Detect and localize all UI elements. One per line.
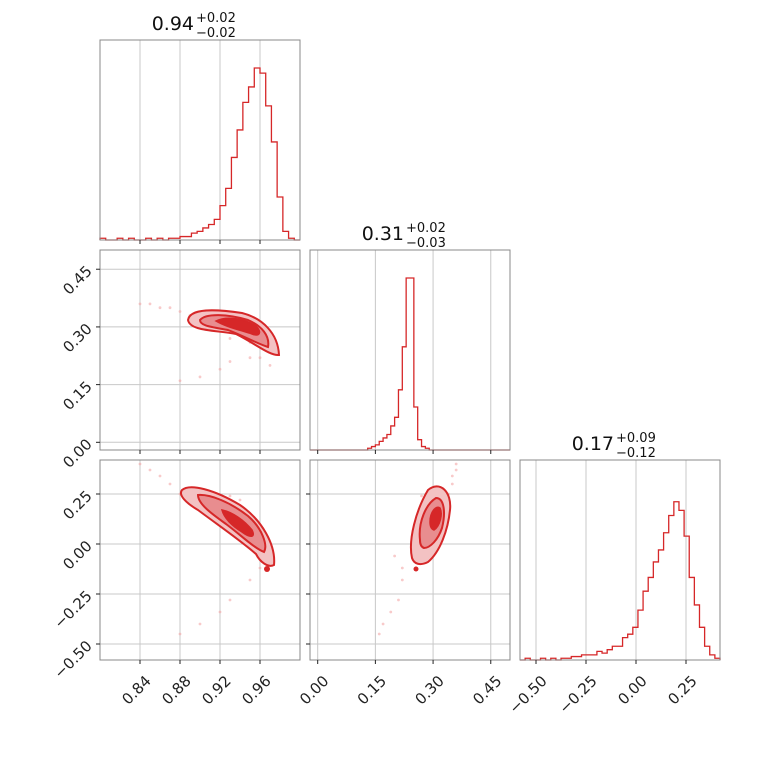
panel-frame	[99, 39, 301, 241]
title-param-2-minus: −0.03	[406, 236, 446, 251]
title-param-1-value: 0.94	[152, 13, 194, 35]
contour-blob	[413, 566, 419, 572]
scatter-point	[268, 363, 272, 367]
y-tick-label: −0.25	[50, 587, 95, 632]
y-tick-label: −0.50	[50, 637, 95, 682]
scatter-point	[450, 482, 454, 486]
scatter-point	[198, 375, 202, 379]
y-tick-label: 0.00	[59, 435, 95, 471]
scatter-point	[168, 306, 172, 310]
title-param-3-minus: −0.12	[616, 446, 656, 461]
scatter-point	[248, 356, 252, 360]
title-param-1-plus: +0.02	[196, 11, 236, 26]
scatter-point	[389, 610, 393, 614]
title-param-2-plus: +0.02	[406, 221, 446, 236]
contour-param3-vs-param2	[410, 485, 452, 572]
contour-param3-vs-param1	[180, 486, 276, 572]
scatter-layer	[138, 302, 458, 636]
x-tick-label: 0.88	[158, 672, 194, 708]
scatter-point	[218, 367, 222, 371]
scatter-point	[198, 622, 202, 626]
contour-param2-vs-param1	[186, 309, 281, 357]
contour-level-inner	[220, 509, 254, 537]
scatter-point	[218, 610, 222, 614]
scatter-point	[138, 462, 142, 466]
scatter-point	[454, 468, 458, 472]
x-tick-label: 0.96	[238, 672, 274, 708]
title-param-1-minus: −0.02	[196, 26, 236, 41]
x-tick-label: 0.15	[354, 672, 390, 708]
panel-1-0	[100, 250, 300, 450]
x-tick-label: 0.92	[198, 672, 234, 708]
x-tick-label: 0.25	[664, 672, 700, 708]
title-param-1: 0.94 +0.02 −0.02	[152, 11, 236, 41]
scatter-point	[178, 632, 182, 636]
title-param-3: 0.17 +0.09 −0.12	[572, 431, 656, 461]
scatter-point	[420, 494, 423, 498]
scatter-point	[168, 482, 172, 486]
histogram-param-1	[99, 67, 300, 241]
y-tick-label: 0.25	[59, 487, 95, 523]
scatter-point	[148, 468, 152, 472]
panel-0-0	[139, 40, 261, 240]
panel-frame	[309, 249, 511, 451]
scatter-point	[377, 632, 381, 636]
scatter-point	[148, 302, 152, 306]
scatter-point	[258, 566, 262, 570]
contour-level-inner	[429, 506, 442, 531]
scatter-point	[228, 598, 232, 602]
contour-blob	[264, 566, 270, 572]
x-tick-label: 0.30	[411, 672, 447, 708]
histogram-param-2	[310, 277, 510, 451]
title-param-3-value: 0.17	[572, 433, 614, 455]
scatter-point	[178, 379, 182, 383]
scatter-point	[228, 337, 232, 340]
scatter-point	[228, 494, 232, 498]
scatter-point	[450, 474, 454, 478]
title-param-2: 0.31 +0.02 −0.03	[362, 221, 446, 251]
x-tick-label: −0.50	[506, 672, 551, 717]
x-tick-label: 0.00	[296, 672, 332, 708]
panel-frame	[309, 459, 511, 661]
scatter-point	[248, 578, 252, 582]
scatter-point	[400, 566, 404, 570]
panel-1-1	[317, 250, 492, 450]
y-tick-label: 0.00	[59, 537, 95, 573]
contour-level-inner	[214, 317, 261, 336]
panel-frame	[99, 459, 301, 661]
scatter-point	[178, 310, 182, 313]
x-tick-label: −0.25	[556, 672, 601, 717]
scatter-point	[228, 360, 232, 363]
title-param-3-plus: +0.09	[616, 431, 656, 446]
panel-2-2	[535, 460, 687, 660]
title-param-2-value: 0.31	[362, 223, 404, 245]
scatter-point	[393, 554, 397, 558]
panel-frame	[519, 459, 721, 661]
x-tick-label: 0.45	[469, 672, 505, 708]
scatter-point	[138, 302, 142, 306]
grid-layer	[100, 40, 687, 660]
scatter-point	[258, 356, 262, 360]
x-tick-label: 0.84	[118, 672, 154, 708]
scatter-point	[381, 622, 385, 626]
scatter-point	[454, 462, 458, 466]
y-tick-label: 0.45	[59, 262, 95, 298]
scatter-point	[400, 578, 404, 582]
y-tick-label: 0.30	[59, 320, 95, 356]
scatter-point	[158, 306, 162, 310]
panel-frame	[99, 249, 301, 451]
panel-2-1	[310, 460, 510, 660]
y-tick-label: 0.15	[59, 378, 95, 414]
scatter-point	[238, 498, 242, 502]
histogram-param-3	[520, 501, 721, 661]
scatter-point	[158, 474, 162, 478]
scatter-point	[397, 598, 400, 602]
x-tick-label: 0.00	[614, 672, 650, 708]
